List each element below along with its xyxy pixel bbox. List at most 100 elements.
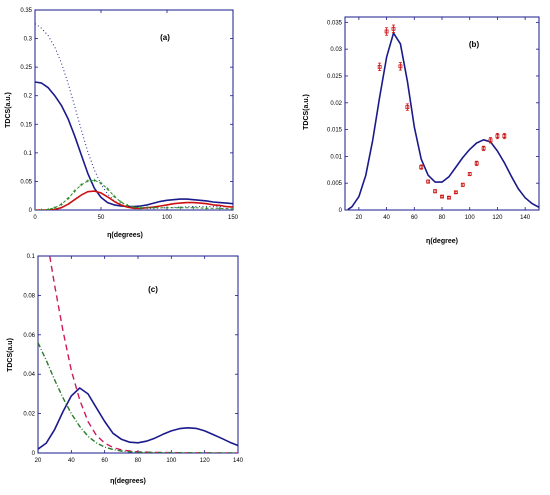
- data-point: [495, 134, 500, 138]
- data-point: [112, 194, 116, 198]
- y-tick-label: 0.035: [327, 20, 343, 26]
- data-point: [231, 207, 233, 210]
- data-point: [481, 146, 486, 151]
- plot-frame: [344, 16, 540, 211]
- data-point: [145, 206, 149, 210]
- data-point: [132, 205, 136, 209]
- y-tick-label: 0.005: [327, 181, 343, 187]
- y-tick-label: 0.05: [20, 179, 32, 185]
- data-point: [53, 206, 57, 210]
- y-tick-label: 0.08: [23, 293, 35, 299]
- y-tick-label: 0.025: [327, 74, 343, 80]
- data-point: [106, 187, 110, 191]
- data-point: [440, 194, 444, 199]
- panel-label: (b): [469, 40, 480, 49]
- data-point: [474, 161, 479, 166]
- data-point: [35, 208, 37, 210]
- data-point: [191, 206, 195, 210]
- plot-area: [35, 23, 233, 210]
- series-line-0: [35, 81, 233, 208]
- x-tick-label: 100: [162, 215, 173, 221]
- panel-label: (c): [148, 285, 158, 294]
- y-tick-label: 0.2: [24, 94, 33, 100]
- data-point: [391, 26, 396, 31]
- y-tick-label: 0: [29, 208, 33, 214]
- x-tick-label: 0: [33, 215, 37, 221]
- data-point: [218, 206, 222, 210]
- data-point: [419, 165, 424, 170]
- data-point: [79, 183, 83, 187]
- data-point: [384, 29, 389, 34]
- data-point: [152, 206, 156, 210]
- data-point: [502, 134, 507, 138]
- series-line-2: [38, 342, 238, 453]
- y-tick-label: 0.04: [23, 372, 35, 378]
- y-tick-label: 0.3: [24, 37, 33, 43]
- data-point: [488, 138, 493, 143]
- data-point: [165, 206, 169, 210]
- y-tick-label: 0.02: [330, 101, 342, 107]
- x-tick-label: 80: [439, 215, 446, 221]
- x-tick-label: 140: [233, 458, 244, 464]
- data-point: [467, 172, 472, 176]
- y-tick-label: 0.015: [327, 128, 343, 134]
- data-point: [405, 105, 410, 109]
- x-axis-label: η(degrees): [107, 232, 143, 239]
- y-axis-label: TDCS(a.u.): [5, 92, 12, 128]
- x-tick-label: 20: [356, 215, 363, 221]
- y-tick-label: 0.15: [20, 122, 32, 128]
- data-point: [377, 64, 382, 69]
- data-point: [119, 200, 123, 204]
- y-tick-label: 0.25: [20, 65, 32, 71]
- chart-panel-c: 20 40 60 80 100 120 140 0 0.02 0.04 0.06 0.08 0.1 (c)…: [7, 254, 244, 485]
- x-tick-label: 60: [411, 215, 418, 221]
- y-tick-label: 0.1: [24, 151, 33, 157]
- x-tick-label: 40: [383, 215, 390, 221]
- data-point: [398, 64, 403, 69]
- x-axis-label: η(degrees): [110, 478, 146, 485]
- x-axis-label: η(degree): [426, 238, 458, 245]
- data-point: [460, 182, 465, 187]
- data-point: [205, 206, 209, 210]
- x-tick-label: 100: [465, 215, 476, 221]
- data-point: [66, 197, 70, 201]
- chart-panel-b: 20 40 60 80 100 120 140 0 0.005 0.01 0.015 0.02 0.02…: [303, 16, 540, 245]
- y-tick-label: 0.01: [330, 154, 342, 160]
- series-line-1: [35, 23, 233, 209]
- data-point: [433, 189, 437, 194]
- x-tick-label: 120: [200, 458, 211, 464]
- data-point: [426, 179, 431, 184]
- x-tick-label: 150: [228, 215, 239, 221]
- series-line-0: [347, 32, 539, 210]
- y-tick-label: 0.03: [330, 47, 342, 53]
- plot-frame: [34, 9, 234, 211]
- data-point: [92, 178, 96, 182]
- data-point: [59, 202, 63, 206]
- data-point: [178, 206, 182, 210]
- x-tick-label: 140: [520, 215, 531, 221]
- y-tick-label: 0: [339, 208, 343, 214]
- y-tick-label: 0.1: [27, 254, 36, 260]
- series-line-2: [35, 190, 233, 210]
- y-axis-label: TDCS(a.u): [7, 338, 14, 372]
- series-line-0: [38, 387, 238, 450]
- data-point: [453, 190, 458, 195]
- data-point: [40, 208, 44, 210]
- data-point: [86, 179, 90, 183]
- x-tick-label: 120: [492, 215, 503, 221]
- x-tick-label: 60: [101, 458, 108, 464]
- data-point: [125, 203, 129, 207]
- x-tick-label: 40: [68, 458, 75, 464]
- x-tick-label: 100: [166, 458, 177, 464]
- x-tick-label: 20: [35, 458, 42, 464]
- panel-label: (a): [160, 33, 170, 42]
- y-axis-label: TDCS(a.u.): [303, 94, 310, 130]
- y-tick-label: 0.02: [23, 412, 35, 418]
- data-point: [73, 189, 77, 193]
- y-tick-label: 0.35: [20, 8, 32, 14]
- y-tick-label: 0: [32, 451, 36, 457]
- y-tick-label: 0.06: [23, 333, 35, 339]
- x-tick-label: 50: [98, 215, 105, 221]
- plot-area: [347, 24, 539, 210]
